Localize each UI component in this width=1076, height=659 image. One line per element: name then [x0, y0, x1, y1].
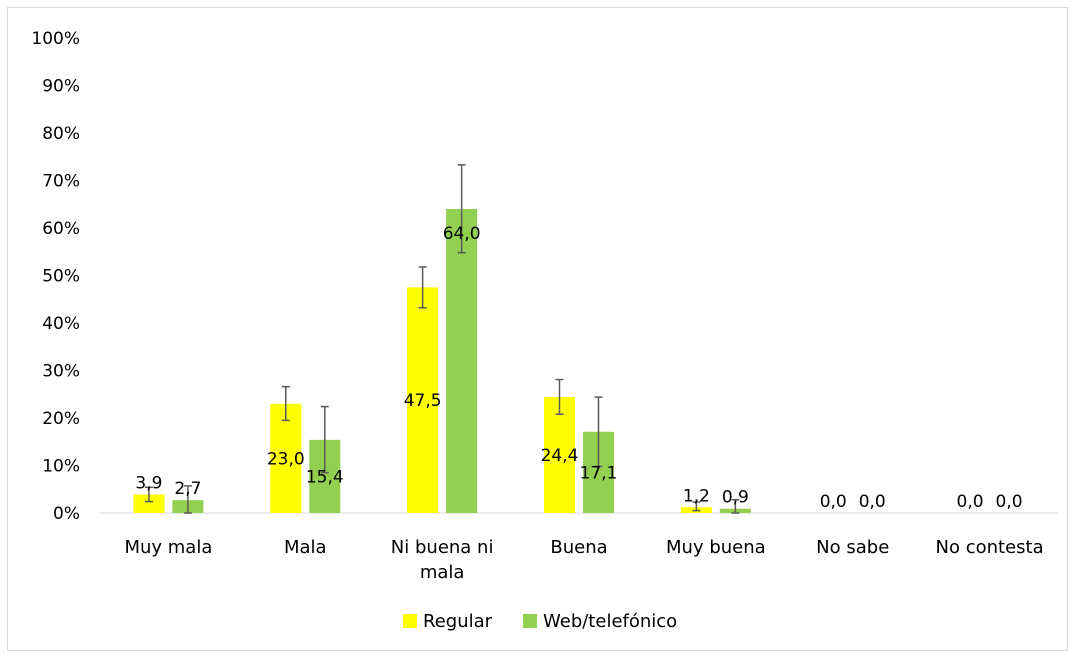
- bar-web-2: [446, 209, 478, 513]
- y-tick-label: 90%: [42, 77, 80, 97]
- data-label: 0,0: [996, 492, 1023, 512]
- data-label: 3,9: [135, 473, 162, 493]
- legend-label-web: Web/telefónico: [543, 611, 677, 632]
- data-label: 0,0: [957, 492, 984, 512]
- x-category-label: mala: [420, 562, 465, 583]
- data-label: 0,0: [820, 492, 847, 512]
- data-label: 23,0: [267, 449, 305, 469]
- data-label: 0,0: [859, 492, 886, 512]
- y-tick-label: 20%: [42, 409, 80, 429]
- data-label: 0,9: [722, 488, 749, 508]
- x-category-label: Muy buena: [666, 537, 766, 558]
- bar-regular-3: [544, 397, 575, 513]
- bar-regular-1: [270, 403, 302, 513]
- y-tick-label: 30%: [42, 362, 80, 382]
- y-tick-label: 100%: [31, 29, 80, 49]
- y-tick-label: 40%: [42, 314, 80, 334]
- y-tick-label: 10%: [42, 457, 80, 477]
- x-category-label: Ni buena ni: [391, 537, 494, 558]
- x-category-label: Buena: [550, 537, 607, 558]
- y-tick-label: 80%: [42, 124, 80, 144]
- data-label: 64,0: [443, 224, 481, 244]
- legend-label-regular: Regular: [423, 611, 493, 632]
- x-category-label: Muy mala: [124, 537, 212, 558]
- data-label: 2,7: [174, 479, 201, 499]
- bar-regular-0: [133, 494, 165, 513]
- x-category-label: No contesta: [936, 537, 1044, 558]
- x-category-label: No sabe: [816, 537, 889, 558]
- y-tick-label: 60%: [42, 219, 80, 239]
- y-tick-label: 50%: [42, 267, 80, 287]
- data-label: 24,4: [541, 446, 579, 466]
- legend-swatch-web: [523, 614, 537, 628]
- bar-regular-2: [407, 287, 439, 513]
- legend-swatch-regular: [403, 614, 417, 628]
- data-label: 1,2: [683, 486, 710, 506]
- chart-frame: [7, 7, 1068, 651]
- data-label: 17,1: [580, 463, 618, 483]
- y-tick-label: 70%: [42, 172, 80, 192]
- y-tick-label: 0%: [53, 504, 80, 524]
- x-category-label: Mala: [284, 537, 327, 558]
- data-label: 47,5: [404, 391, 442, 411]
- data-label: 15,4: [306, 467, 344, 487]
